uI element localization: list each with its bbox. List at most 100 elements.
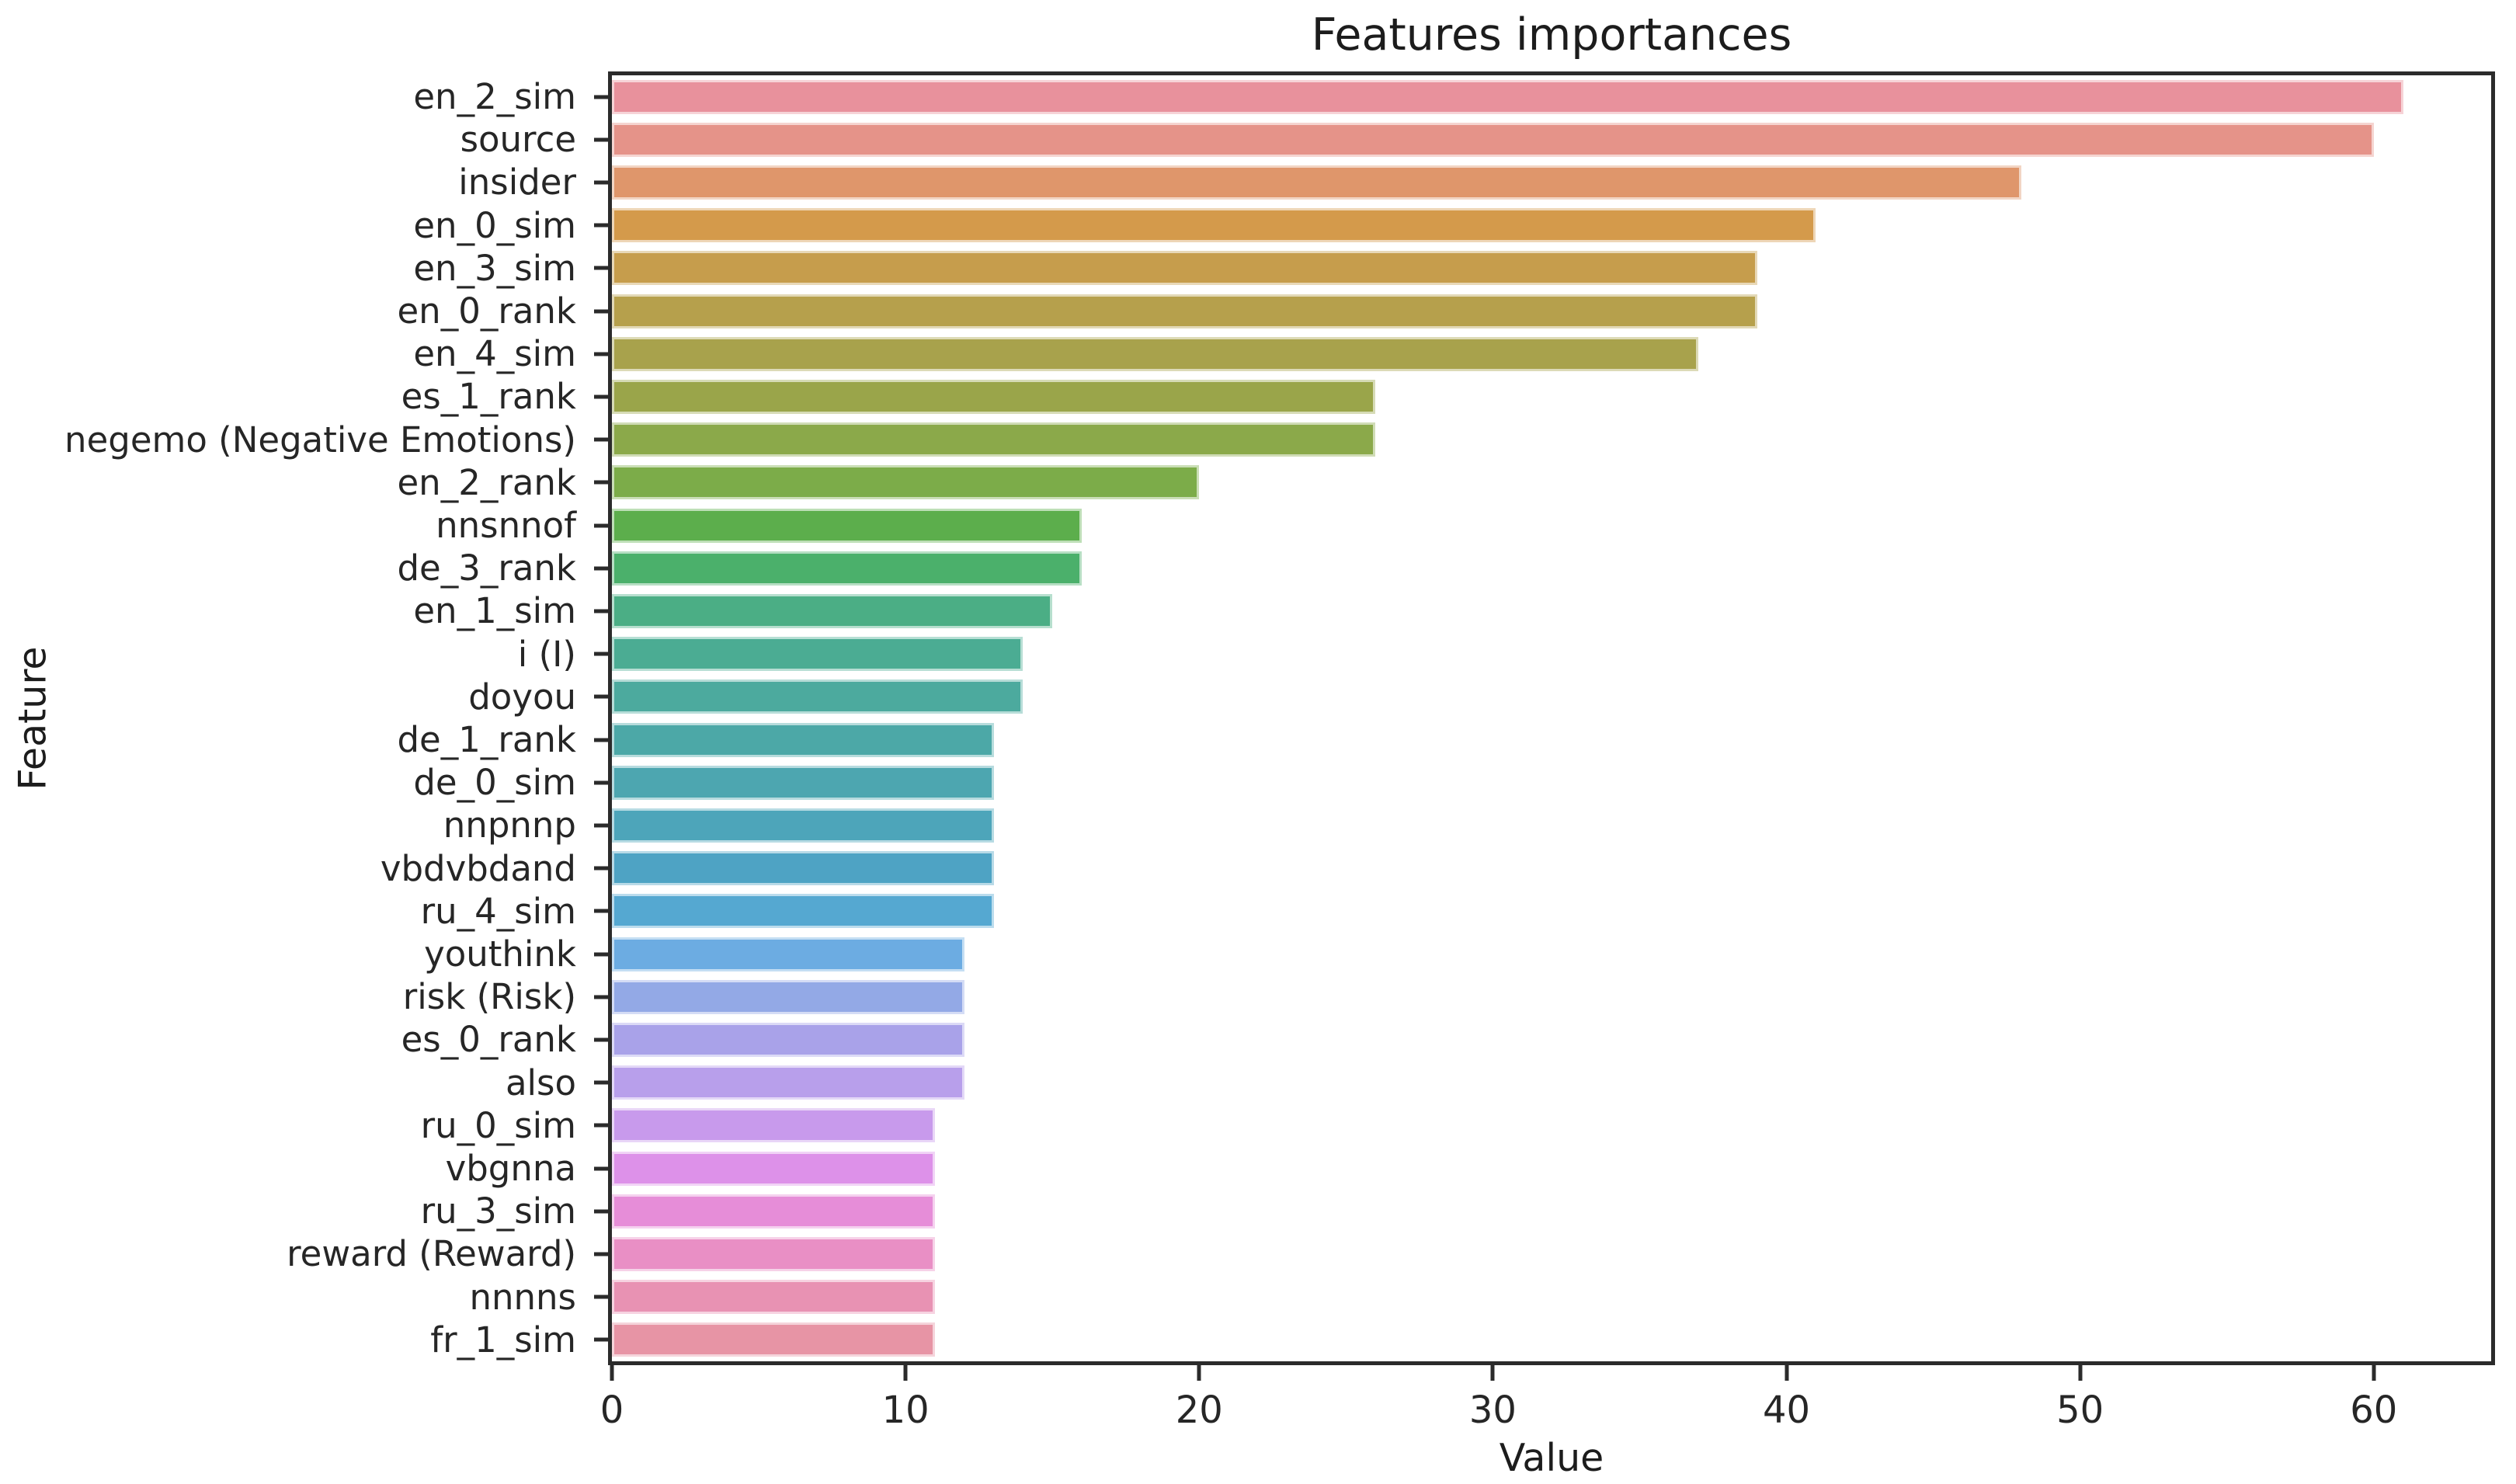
- y-tick-label: en_3_sim: [413, 247, 576, 289]
- y-tick-mark: [594, 566, 609, 571]
- bar-en_4_sim: [612, 336, 1699, 371]
- bar-de_3_rank: [612, 551, 1082, 586]
- y-tick-mark: [594, 780, 609, 785]
- y-tick-mark: [594, 266, 609, 270]
- bar-ru_4_sim: [612, 894, 994, 929]
- y-tick-label: source: [460, 119, 576, 161]
- bar-also: [612, 1065, 964, 1100]
- bar-i (I): [612, 637, 1023, 672]
- bar-en_3_sim: [612, 251, 1757, 286]
- bar-reward (Reward): [612, 1236, 935, 1272]
- y-tick-label: nnnns: [469, 1276, 576, 1318]
- y-tick-label: nnsnnof: [436, 505, 576, 547]
- bar-es_1_rank: [612, 379, 1376, 415]
- y-tick-mark: [594, 137, 609, 142]
- y-tick-label: reward (Reward): [287, 1233, 576, 1275]
- y-tick-label: en_2_rank: [397, 461, 577, 503]
- y-tick-label: es_1_rank: [401, 376, 576, 418]
- y-tick-label: en_0_rank: [397, 290, 577, 332]
- plot-area: [594, 71, 2495, 1365]
- x-tick-mark: [1490, 1365, 1495, 1381]
- bar-en_0_rank: [612, 294, 1757, 328]
- y-tick-label: ru_3_sim: [420, 1190, 576, 1232]
- y-tick-mark: [594, 437, 609, 442]
- x-tick-label: 20: [1175, 1388, 1223, 1432]
- chart-title: Features importances: [1311, 9, 1792, 61]
- bar-es_0_rank: [612, 1022, 964, 1058]
- bar-negemo (Negative Emotions): [612, 422, 1376, 457]
- x-tick-mark: [610, 1365, 614, 1381]
- bar-nnsnnof: [612, 508, 1082, 543]
- y-tick-label: de_3_rank: [397, 547, 576, 589]
- bar-fr_1_sim: [612, 1322, 935, 1357]
- y-tick-label: also: [505, 1062, 576, 1103]
- bar-en_2_rank: [612, 465, 1200, 500]
- y-tick-mark: [594, 609, 609, 613]
- x-tick-label: 10: [881, 1388, 930, 1432]
- x-tick-label: 50: [2056, 1388, 2104, 1432]
- y-tick-label: negemo (Negative Emotions): [64, 419, 576, 460]
- y-tick-label: en_4_sim: [413, 333, 576, 375]
- y-tick-mark: [594, 95, 609, 99]
- y-tick-mark: [594, 1166, 609, 1171]
- bar-de_0_sim: [612, 765, 994, 800]
- bar-nnnns: [612, 1280, 935, 1315]
- y-tick-mark: [594, 995, 609, 999]
- y-tick-mark: [594, 866, 609, 871]
- y-tick-mark: [594, 480, 609, 485]
- y-tick-mark: [594, 1337, 609, 1342]
- x-tick-label: 60: [2350, 1388, 2398, 1432]
- y-tick-mark: [594, 1037, 609, 1042]
- y-tick-mark: [594, 652, 609, 656]
- y-tick-mark: [594, 1252, 609, 1256]
- y-tick-label: en_1_sim: [413, 590, 576, 632]
- y-tick-label: vbgnna: [445, 1148, 576, 1190]
- bar-vbgnna: [612, 1151, 935, 1186]
- bar-risk (Risk): [612, 979, 964, 1014]
- y-tick-label: youthink: [424, 933, 576, 975]
- y-tick-mark: [594, 1209, 609, 1214]
- y-tick-label: vbdvbdand: [380, 847, 576, 889]
- x-tick-mark: [1197, 1365, 1201, 1381]
- x-tick-label: 30: [1468, 1388, 1517, 1432]
- bar-vbdvbdand: [612, 851, 994, 886]
- y-tick-label: nnpnnp: [443, 805, 576, 846]
- y-tick-mark: [594, 738, 609, 742]
- bar-nnpnnp: [612, 808, 994, 843]
- bar-doyou: [612, 679, 1023, 714]
- bar-ru_3_sim: [612, 1194, 935, 1229]
- y-tick-mark: [594, 352, 609, 356]
- x-tick-mark: [903, 1365, 908, 1381]
- y-tick-mark: [594, 309, 609, 314]
- y-tick-label: risk (Risk): [402, 976, 576, 1018]
- y-tick-mark: [594, 952, 609, 957]
- y-tick-label: ru_4_sim: [420, 890, 576, 932]
- bar-youthink: [612, 937, 964, 971]
- y-tick-mark: [594, 909, 609, 913]
- x-tick-mark: [2078, 1365, 2083, 1381]
- y-tick-mark: [594, 823, 609, 828]
- y-tick-label: en_0_sim: [413, 204, 576, 246]
- bar-de_1_rank: [612, 722, 994, 757]
- x-tick-mark: [2372, 1365, 2376, 1381]
- y-tick-label: i (I): [517, 633, 576, 675]
- y-tick-label: es_0_rank: [401, 1019, 576, 1061]
- x-tick-label: 0: [599, 1388, 624, 1432]
- bar-insider: [612, 165, 2021, 200]
- x-tick-label: 40: [1762, 1388, 1811, 1432]
- y-tick-label: insider: [458, 162, 576, 203]
- y-tick-label: doyou: [468, 676, 576, 718]
- y-tick-label: fr_1_sim: [430, 1319, 576, 1361]
- y-tick-mark: [594, 1080, 609, 1085]
- y-tick-mark: [594, 180, 609, 185]
- x-tick-mark: [1784, 1365, 1788, 1381]
- bar-en_2_sim: [612, 79, 2403, 114]
- y-tick-labels: en_2_sim source insider en_0_sim en_3_sim en_…: [0, 75, 576, 1361]
- y-tick-mark: [594, 394, 609, 399]
- y-tick-mark: [594, 1123, 609, 1128]
- y-tick-mark: [594, 694, 609, 699]
- bar-ru_0_sim: [612, 1108, 935, 1143]
- y-tick-label: de_0_sim: [413, 762, 576, 804]
- bar-source: [612, 122, 2374, 157]
